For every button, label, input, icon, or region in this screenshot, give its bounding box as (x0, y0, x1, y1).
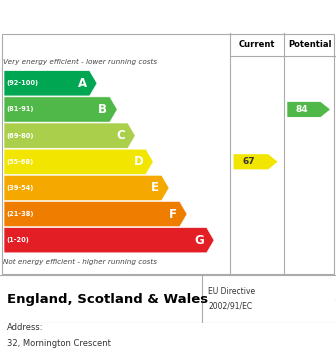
Polygon shape (4, 175, 169, 201)
Text: Address:: Address: (7, 323, 43, 332)
Text: (69-80): (69-80) (7, 133, 34, 138)
Text: (81-91): (81-91) (7, 106, 34, 113)
Text: B: B (98, 103, 107, 116)
Text: England, Scotland & Wales: England, Scotland & Wales (7, 293, 208, 306)
Polygon shape (4, 97, 117, 122)
Text: (1-20): (1-20) (7, 237, 30, 243)
Text: 67: 67 (243, 157, 255, 166)
Text: G: G (194, 234, 204, 247)
Text: Energy Efficiency Rating: Energy Efficiency Rating (10, 9, 220, 24)
Text: (21-38): (21-38) (7, 211, 34, 217)
Text: Very energy efficient - lower running costs: Very energy efficient - lower running co… (3, 59, 158, 65)
Text: A: A (78, 77, 87, 90)
Text: EU Directive: EU Directive (208, 288, 255, 296)
Text: Not energy efficient - higher running costs: Not energy efficient - higher running co… (3, 259, 157, 265)
Text: (92-100): (92-100) (7, 80, 39, 86)
Text: E: E (151, 181, 159, 195)
Text: Potential: Potential (288, 40, 332, 49)
Polygon shape (287, 102, 330, 117)
Polygon shape (4, 202, 187, 226)
Text: (55-68): (55-68) (7, 159, 34, 165)
Text: F: F (169, 208, 177, 220)
Text: C: C (116, 129, 125, 142)
Text: (39-54): (39-54) (7, 185, 34, 191)
Text: Current: Current (239, 40, 275, 49)
Text: 2002/91/EC: 2002/91/EC (208, 302, 252, 311)
Text: D: D (133, 155, 143, 168)
Polygon shape (4, 71, 97, 96)
Polygon shape (234, 154, 278, 169)
Text: 32, Mornington Crescent: 32, Mornington Crescent (7, 339, 111, 348)
Polygon shape (4, 228, 214, 253)
Polygon shape (4, 123, 135, 148)
Polygon shape (4, 149, 153, 174)
Text: 84: 84 (296, 105, 308, 114)
